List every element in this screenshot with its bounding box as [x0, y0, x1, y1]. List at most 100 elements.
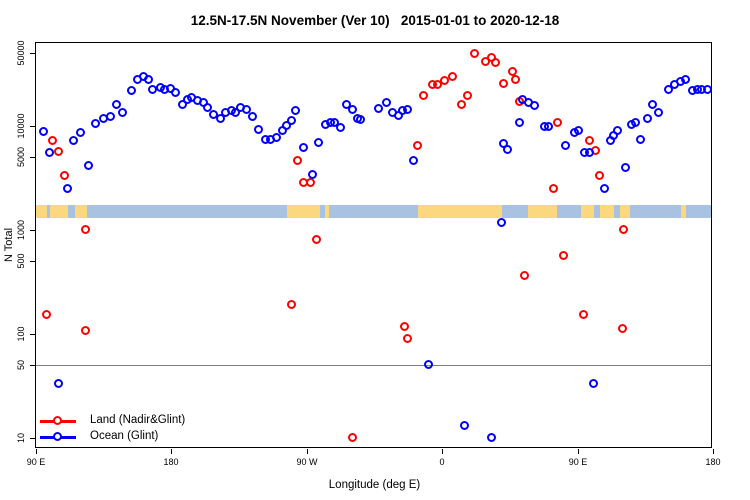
data-point-ocean	[393, 110, 403, 120]
data-point-land	[47, 135, 57, 145]
y-axis-tick-label: 50	[16, 359, 26, 371]
data-point-ocean	[106, 111, 116, 121]
data-point-ocean	[703, 84, 713, 94]
data-point-ocean	[286, 115, 296, 125]
data-point-ocean	[574, 125, 584, 135]
data-point-ocean	[298, 143, 308, 153]
map-land-segment	[36, 205, 47, 218]
data-point-land	[510, 74, 520, 84]
data-point-land	[348, 433, 358, 442]
data-point-land	[447, 71, 457, 81]
data-point-ocean	[91, 119, 101, 129]
data-point-land	[456, 100, 466, 110]
data-point-land	[413, 141, 423, 151]
legend-label-ocean: Ocean (Glint)	[90, 430, 159, 442]
y-axis-tick	[30, 53, 35, 54]
y-axis-tick	[30, 126, 35, 127]
x-axis-tick	[578, 449, 579, 454]
map-land-segment	[287, 205, 321, 218]
data-point-land	[402, 333, 412, 343]
y-axis-tick-label: 10000	[16, 113, 26, 139]
data-point-ocean	[271, 132, 281, 142]
y-axis-tick	[30, 261, 35, 262]
y-axis-tick	[30, 230, 35, 231]
data-point-ocean	[62, 183, 72, 193]
y-axis-tick	[30, 365, 35, 366]
data-point-land	[595, 171, 605, 181]
data-point-land	[53, 147, 63, 157]
data-point-ocean	[313, 137, 323, 147]
data-point-land	[519, 271, 529, 281]
data-point-ocean	[599, 183, 609, 193]
legend: Land (Nadir&Glint) Ocean (Glint)	[38, 413, 238, 445]
data-point-ocean	[589, 379, 599, 389]
map-land-segment	[619, 205, 631, 218]
y-axis-title: N Total	[3, 227, 15, 263]
data-point-land	[59, 171, 69, 181]
data-point-ocean	[486, 433, 496, 442]
x-axis-tick	[171, 449, 172, 454]
data-point-land	[419, 91, 429, 101]
data-point-ocean	[497, 217, 507, 227]
data-point-ocean	[216, 113, 226, 123]
data-point-land	[507, 66, 517, 76]
world-map-strip	[36, 205, 711, 218]
data-point-ocean	[498, 139, 508, 149]
data-point-land	[399, 321, 409, 331]
data-point-land	[559, 251, 569, 261]
legend-item-ocean: Ocean (Glint)	[38, 429, 238, 445]
data-point-ocean	[342, 100, 352, 110]
data-point-ocean	[38, 126, 48, 136]
data-point-land	[584, 135, 594, 145]
y-axis-tick-label: 100	[16, 326, 26, 342]
data-point-ocean	[170, 87, 180, 97]
data-point-ocean	[503, 144, 513, 154]
data-point-land	[498, 78, 508, 88]
data-point-ocean	[53, 379, 63, 389]
y-axis-tick	[30, 438, 35, 439]
data-point-ocean	[647, 100, 657, 110]
data-point-land	[306, 178, 316, 188]
x-axis-tick	[307, 449, 308, 454]
data-point-land	[491, 58, 501, 68]
legend-marker-land-icon	[53, 416, 62, 425]
data-point-ocean	[68, 135, 78, 145]
map-land-segment	[681, 205, 686, 218]
data-point-land	[553, 117, 563, 127]
data-point-ocean	[544, 122, 553, 132]
data-point-ocean	[202, 102, 212, 112]
data-point-land	[617, 323, 627, 333]
data-point-land	[80, 326, 90, 336]
data-point-ocean	[178, 100, 188, 110]
data-point-land	[286, 300, 296, 309]
map-land-segment	[580, 205, 595, 218]
x-axis-tick-label: 90 E	[568, 457, 588, 467]
map-land-segment	[324, 205, 330, 218]
data-point-ocean	[143, 74, 153, 84]
data-point-ocean	[560, 141, 570, 151]
data-point-ocean	[664, 84, 674, 94]
map-land-segment	[600, 205, 614, 218]
y-axis-tick-label: 5000	[16, 146, 26, 168]
data-point-ocean	[231, 107, 241, 117]
y-axis-tick-label: 50000	[16, 40, 26, 66]
data-point-ocean	[608, 130, 618, 140]
chart-title: 12.5N-17.5N November (Ver 10) 2015-01-01…	[190, 13, 560, 28]
x-axis-tick-label: 180	[163, 457, 179, 467]
map-land-segment	[418, 205, 503, 218]
data-point-land	[432, 80, 442, 90]
y-axis-tick	[30, 334, 35, 335]
x-axis-tick-label: 180	[705, 457, 721, 467]
data-point-land	[80, 225, 90, 234]
x-axis-tick-label: 90 W	[296, 457, 318, 467]
y-axis-tick	[30, 157, 35, 158]
data-point-ocean	[76, 127, 86, 137]
data-point-land	[548, 183, 558, 193]
data-point-land	[470, 49, 480, 59]
y-axis-tick-label: 10	[16, 432, 26, 444]
y-axis-tick-label: 500	[16, 253, 26, 269]
data-point-ocean	[653, 107, 663, 117]
data-point-ocean	[423, 360, 433, 370]
data-point-ocean	[44, 148, 54, 157]
legend-marker-ocean-icon	[53, 432, 62, 441]
